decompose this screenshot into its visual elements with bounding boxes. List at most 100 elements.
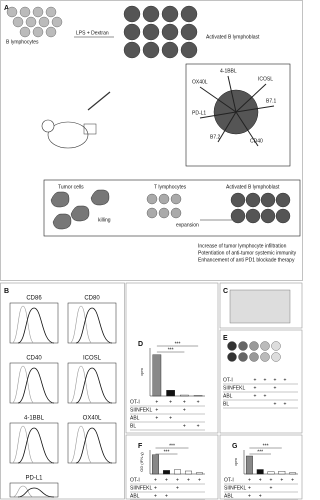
panel-f-frame — [125, 434, 219, 500]
histogram — [11, 365, 35, 404]
molecule-label: ICOSL — [258, 76, 273, 82]
bar — [289, 472, 297, 475]
cell: + — [270, 477, 273, 483]
histogram — [11, 425, 35, 464]
molecule-label: OX40L — [192, 79, 208, 85]
b-cell — [38, 16, 50, 28]
significance: *** — [164, 449, 170, 455]
cell: + — [176, 477, 179, 483]
elispot-well — [271, 352, 281, 362]
cell: + — [197, 399, 200, 405]
histogram — [17, 487, 55, 498]
b-cell — [19, 26, 31, 38]
row-label: BL — [130, 423, 136, 429]
receptor — [199, 86, 237, 113]
tumor-cell — [52, 213, 72, 230]
blast — [245, 192, 261, 208]
blast — [180, 23, 198, 41]
b-cell — [25, 16, 37, 28]
row-label: SIINFEKL — [130, 485, 152, 491]
histogram-frame — [9, 362, 59, 404]
cell: + — [169, 415, 172, 421]
b-cell — [19, 6, 31, 18]
marker-label: 4-1BBL — [24, 416, 45, 422]
receptor — [235, 83, 267, 113]
blast — [161, 41, 179, 59]
cell: + — [155, 407, 158, 413]
blast — [275, 192, 291, 208]
bar — [256, 469, 264, 475]
row-label: OT-I — [130, 399, 140, 405]
marker-label: ICOSL — [83, 356, 102, 362]
elispot-well — [271, 341, 281, 351]
blast — [230, 192, 246, 208]
cell: + — [165, 477, 168, 483]
cell: + — [280, 477, 283, 483]
histogram — [69, 365, 93, 404]
marker-label: CD86 — [26, 296, 42, 302]
cell: + — [176, 485, 179, 491]
histogram — [11, 305, 35, 344]
cell: + — [274, 385, 277, 391]
panel-label: B — [4, 288, 9, 295]
cell: + — [274, 401, 277, 407]
cell: + — [198, 477, 201, 483]
bar — [267, 471, 275, 475]
receptor — [217, 111, 237, 143]
cell: + — [183, 423, 186, 429]
cell: + — [284, 377, 287, 383]
histogram — [17, 367, 55, 404]
row-label: SIINFEKL — [223, 385, 245, 391]
t-cell — [146, 207, 158, 219]
marker-label: CD80 — [84, 296, 100, 302]
receptor — [199, 111, 237, 119]
b-cell — [32, 26, 44, 38]
receptor — [227, 75, 237, 113]
panel-label: G — [232, 443, 238, 450]
t-cell — [146, 193, 158, 205]
significance: *** — [168, 347, 174, 353]
panel-a-frame — [0, 0, 303, 281]
bar — [245, 455, 253, 475]
y-axis-label: OD (IFN-γ) — [139, 452, 144, 472]
histogram — [69, 305, 93, 344]
histogram — [69, 425, 93, 464]
outcome: Increase of tumor lymphocyte infiltratio… — [198, 243, 287, 249]
cell: + — [248, 493, 251, 499]
caption: T lymphocytes — [154, 184, 187, 190]
cell: + — [183, 399, 186, 405]
t-cell — [158, 193, 170, 205]
elispot-well — [238, 341, 248, 351]
row-label: BL — [223, 401, 229, 407]
elispot-well — [227, 341, 237, 351]
y-axis-label: cpm — [233, 458, 238, 466]
panel-label: A — [4, 5, 9, 12]
blast — [245, 208, 261, 224]
elispot-well — [249, 352, 259, 362]
t-cell — [170, 207, 182, 219]
histogram — [17, 307, 55, 344]
histogram-frame — [9, 422, 59, 464]
row-label: SIINFEKL — [224, 485, 246, 491]
histogram-frame — [9, 302, 59, 344]
blast — [123, 23, 141, 41]
cell: + — [155, 399, 158, 405]
bar — [151, 454, 159, 475]
mouse — [41, 91, 111, 149]
b-cell — [6, 6, 18, 18]
row-label: ABL — [130, 493, 140, 499]
cell: + — [264, 377, 267, 383]
cell: + — [270, 485, 273, 491]
receptor — [235, 111, 259, 147]
row-label: OT-I — [130, 477, 140, 483]
bar — [152, 354, 162, 397]
t-cell — [158, 207, 170, 219]
receptor — [235, 105, 275, 113]
histogram-frame — [67, 302, 117, 344]
panel-c-frame — [219, 282, 303, 329]
cell: + — [248, 485, 251, 491]
bar — [184, 470, 192, 475]
molecule-label: 4-1BBL — [220, 68, 237, 74]
elispot-well — [227, 352, 237, 362]
molecule-label: CD40 — [250, 138, 263, 144]
